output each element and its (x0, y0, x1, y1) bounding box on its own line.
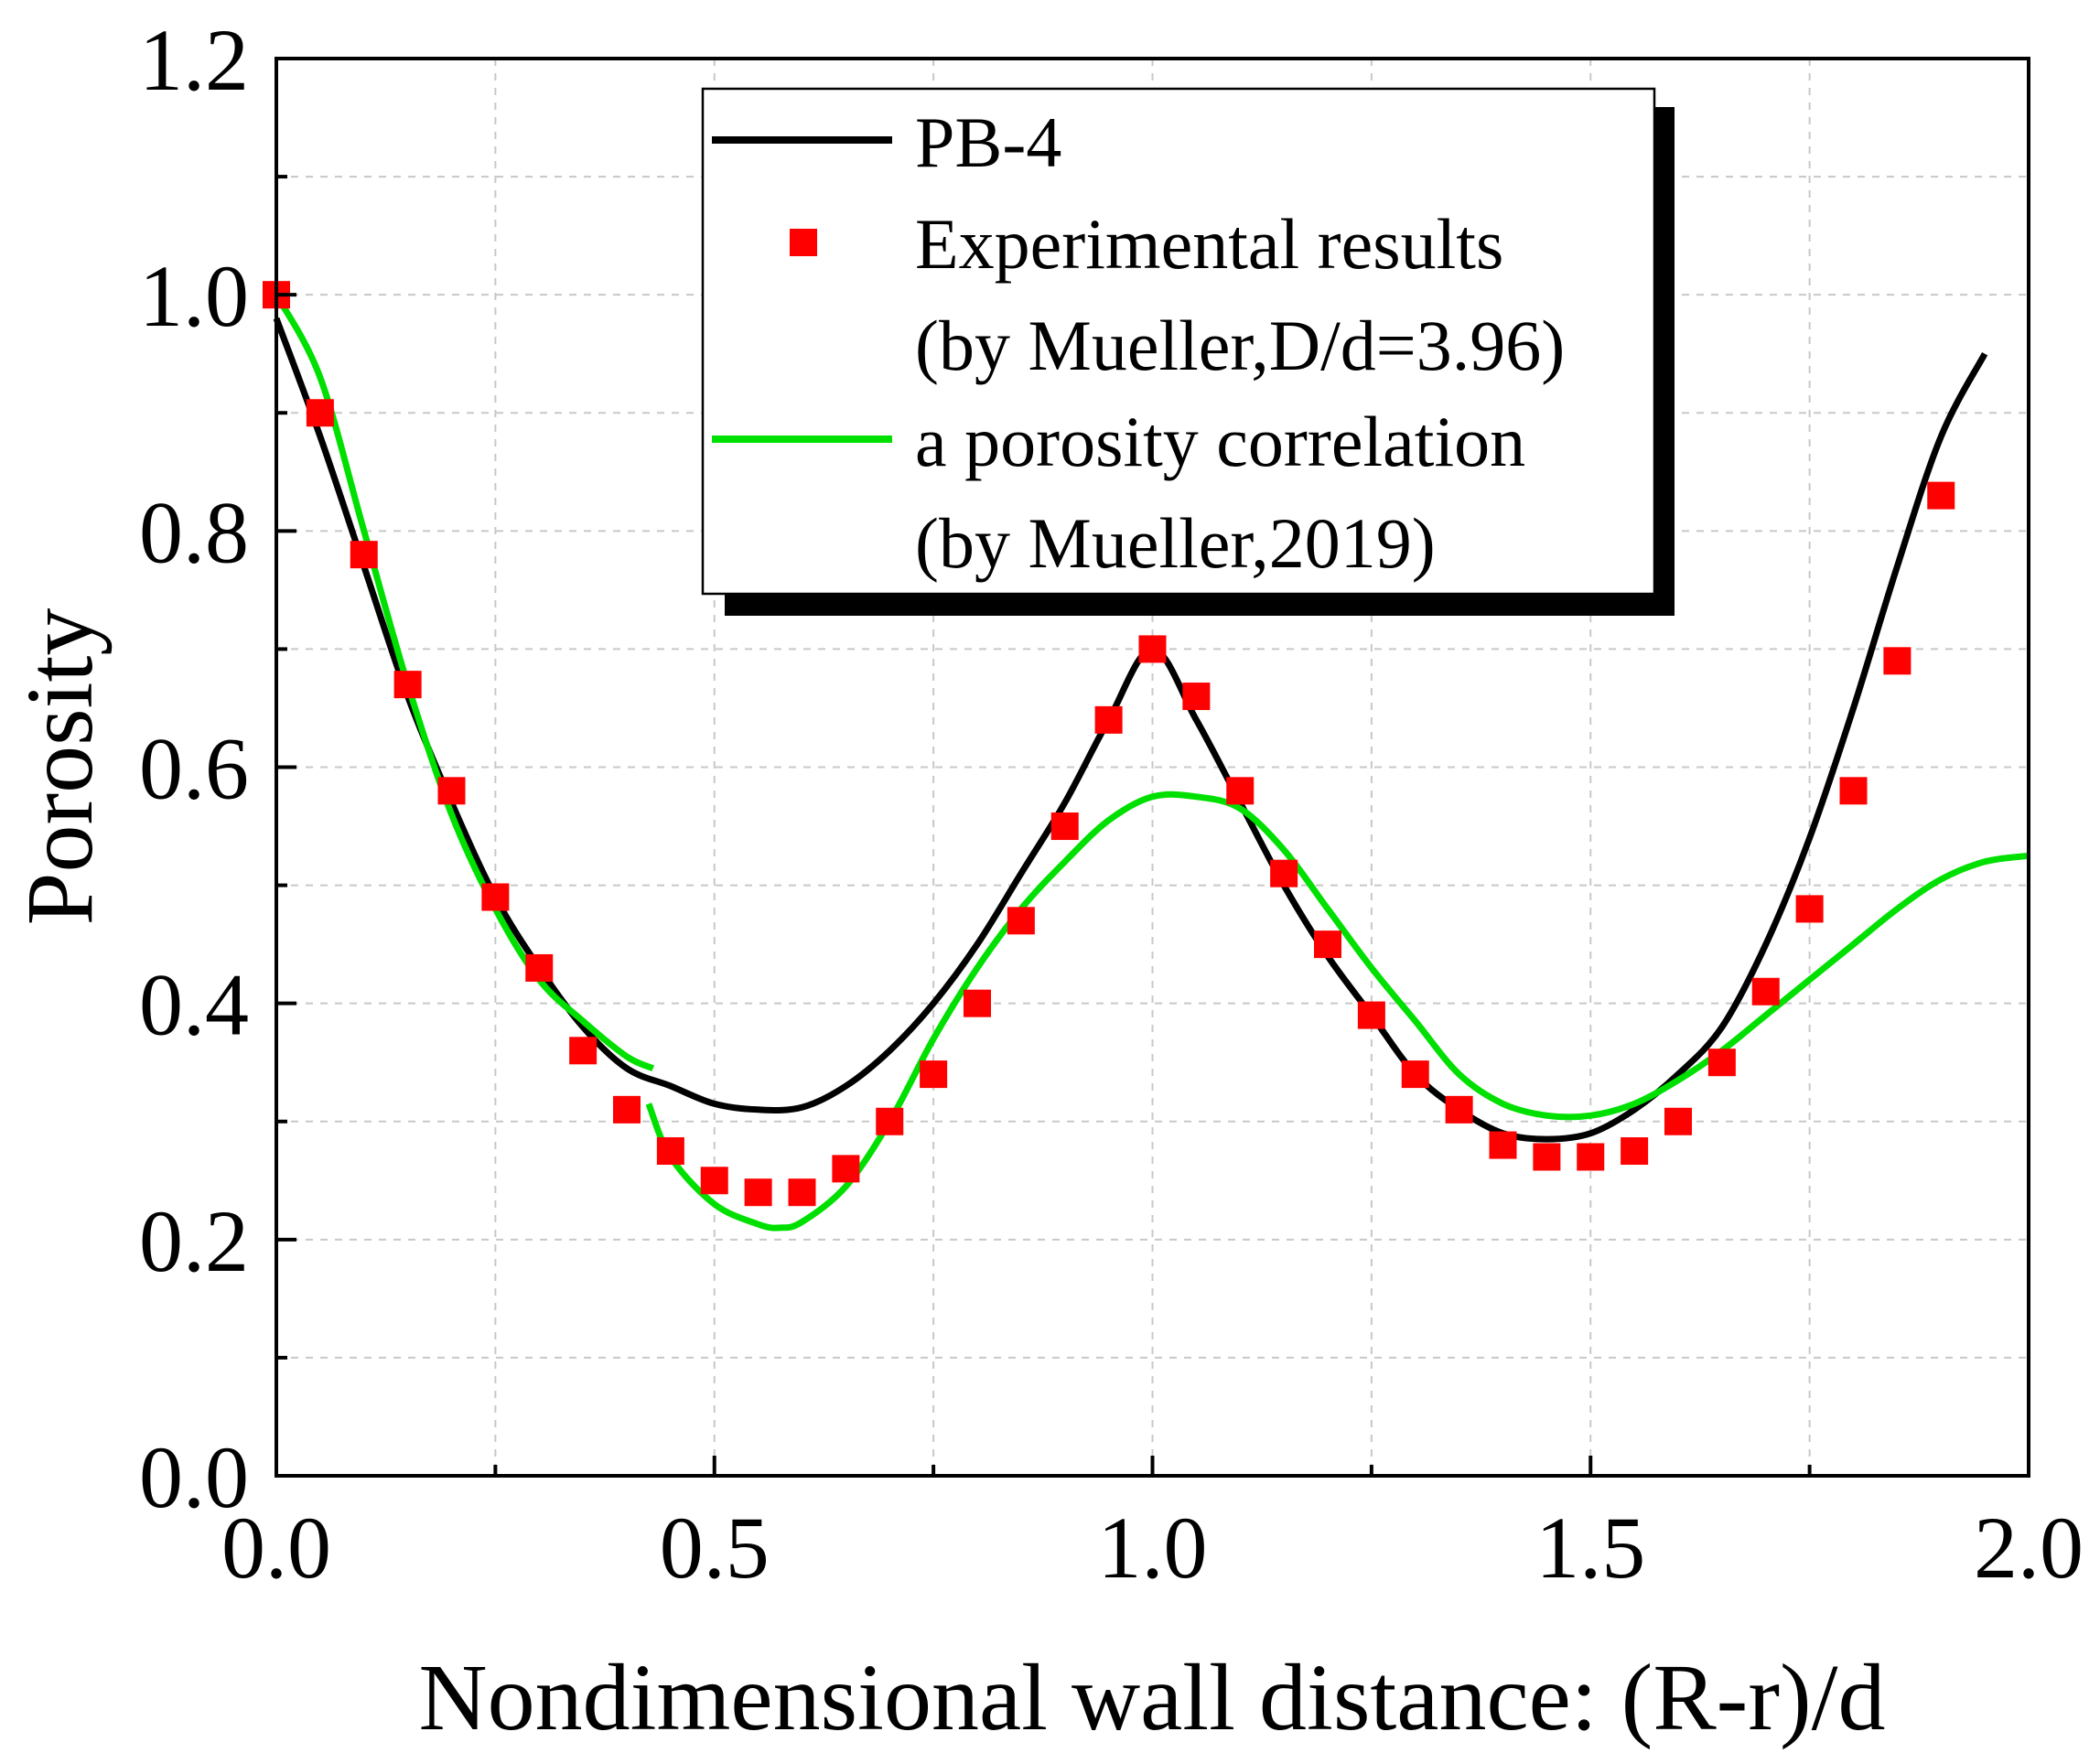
legend-corr-label-2: (by Mueller,2019) (915, 503, 1436, 583)
experimental-point (613, 1095, 641, 1124)
x-tick-label: 1.5 (1535, 1499, 1645, 1597)
experimental-point (1577, 1143, 1605, 1171)
experimental-point (350, 541, 378, 569)
legend: PB-4 Experimental results (by Mueller,D/… (701, 87, 1675, 616)
y-axis-title: Porosity (7, 608, 113, 926)
experimental-point (1138, 635, 1167, 663)
experimental-point (1883, 647, 1912, 675)
experimental-point (1314, 930, 1341, 959)
experimental-point (1664, 1107, 1692, 1135)
series-correlation-line (273, 293, 655, 1071)
legend-pb4-label: PB-4 (915, 102, 1061, 182)
experimental-point (1839, 777, 1868, 805)
experimental-point (1401, 1060, 1429, 1089)
experimental-point (1621, 1137, 1649, 1166)
experimental-point (832, 1155, 860, 1183)
experimental-point (964, 989, 991, 1017)
experimental-point (306, 399, 334, 427)
experimental-point (525, 953, 554, 982)
experimental-point (1357, 1001, 1385, 1029)
x-tick-label: 1.0 (1098, 1499, 1208, 1597)
y-tick-label: 0.4 (139, 956, 249, 1054)
experimental-point (788, 1178, 816, 1207)
legend-corr-label-1: a porosity correlation (915, 402, 1525, 481)
experimental-point (744, 1178, 772, 1207)
experimental-point (1533, 1143, 1561, 1171)
y-tick-label: 0.0 (139, 1428, 249, 1526)
axis-ticks: 0.0 0.5 1.0 1.5 2.0 0.0 0.2 0.4 0.6 0.8 1.0 1.2 (139, 11, 2084, 1597)
legend-box (701, 87, 1656, 596)
experimental-point (1226, 777, 1255, 805)
x-tick-label: 0.5 (660, 1499, 770, 1597)
legend-exp-swatch (790, 229, 817, 256)
x-tick-label: 2.0 (1974, 1499, 2084, 1597)
y-tick-label: 0.6 (139, 720, 249, 818)
experimental-point (920, 1060, 948, 1089)
y-tick-label: 1.2 (139, 11, 249, 109)
experimental-point (393, 671, 422, 699)
y-tick-label: 0.8 (139, 483, 249, 581)
experimental-point (1445, 1095, 1473, 1124)
experimental-point (1050, 812, 1079, 841)
x-axis-title: Nondimensional wall distance: (R-r)/d (419, 1645, 1886, 1750)
experimental-point (700, 1167, 728, 1195)
series-correlation-line (645, 791, 2030, 1232)
x-tick-label: 0.0 (221, 1499, 331, 1597)
experimental-point (1927, 481, 1955, 510)
experimental-point (1489, 1131, 1517, 1159)
experimental-point (656, 1137, 684, 1166)
experimental-point (1182, 683, 1211, 711)
experimental-point (1707, 1049, 1736, 1077)
experimental-point (1270, 859, 1298, 887)
y-tick-label: 0.2 (139, 1192, 249, 1290)
experimental-point (481, 883, 510, 911)
experimental-point (569, 1037, 598, 1065)
experimental-point (876, 1107, 904, 1135)
experimental-point (1094, 705, 1123, 734)
experimental-point (1795, 895, 1824, 923)
legend-exp-label-2: (by Mueller,D/d=3.96) (915, 306, 1565, 385)
experimental-point (1007, 907, 1035, 935)
experimental-point (1751, 977, 1780, 1006)
y-tick-label: 1.0 (139, 247, 249, 345)
experimental-point (437, 777, 466, 805)
legend-exp-label-1: Experimental results (915, 204, 1503, 284)
